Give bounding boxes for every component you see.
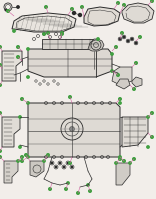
Polygon shape	[116, 163, 130, 185]
Circle shape	[119, 158, 121, 160]
Circle shape	[117, 2, 119, 4]
Polygon shape	[42, 39, 98, 49]
Circle shape	[77, 192, 79, 194]
Circle shape	[0, 64, 1, 66]
Circle shape	[123, 36, 125, 38]
Circle shape	[71, 8, 73, 10]
Polygon shape	[112, 67, 132, 85]
Circle shape	[119, 156, 121, 158]
Circle shape	[27, 102, 29, 104]
Circle shape	[115, 46, 117, 48]
Circle shape	[61, 33, 63, 35]
Circle shape	[0, 156, 1, 158]
Circle shape	[65, 188, 67, 190]
Circle shape	[5, 9, 7, 11]
Circle shape	[121, 32, 123, 34]
Circle shape	[61, 32, 63, 34]
Circle shape	[97, 38, 99, 40]
Polygon shape	[28, 103, 120, 157]
Circle shape	[47, 32, 49, 34]
Circle shape	[51, 162, 53, 164]
Polygon shape	[28, 49, 112, 77]
Circle shape	[147, 116, 149, 118]
Circle shape	[127, 40, 129, 42]
Circle shape	[49, 188, 51, 190]
Polygon shape	[84, 7, 120, 26]
Circle shape	[7, 10, 9, 12]
Circle shape	[27, 48, 29, 50]
Circle shape	[19, 116, 21, 118]
Circle shape	[81, 6, 83, 8]
Circle shape	[129, 162, 131, 164]
Circle shape	[21, 156, 23, 158]
Circle shape	[43, 160, 45, 162]
Polygon shape	[12, 13, 76, 32]
Circle shape	[45, 6, 47, 8]
Polygon shape	[2, 51, 22, 81]
Circle shape	[69, 162, 71, 164]
Circle shape	[21, 98, 23, 100]
Circle shape	[67, 162, 69, 164]
Circle shape	[133, 88, 135, 90]
Polygon shape	[4, 161, 18, 183]
Circle shape	[119, 102, 121, 104]
Polygon shape	[88, 39, 104, 51]
Circle shape	[111, 70, 113, 72]
Circle shape	[17, 6, 19, 8]
Circle shape	[21, 160, 23, 162]
Circle shape	[119, 38, 121, 40]
Circle shape	[123, 4, 125, 6]
Polygon shape	[30, 161, 44, 177]
Polygon shape	[116, 79, 130, 89]
Circle shape	[89, 190, 91, 192]
Polygon shape	[122, 3, 154, 23]
Circle shape	[133, 158, 135, 160]
Circle shape	[19, 146, 21, 148]
Circle shape	[70, 127, 75, 132]
Circle shape	[43, 33, 45, 35]
Circle shape	[0, 112, 1, 114]
Circle shape	[67, 182, 69, 184]
Circle shape	[115, 162, 117, 164]
Polygon shape	[132, 77, 142, 87]
Circle shape	[71, 166, 73, 168]
Circle shape	[147, 146, 149, 148]
Circle shape	[59, 162, 61, 164]
Circle shape	[87, 184, 89, 186]
Circle shape	[119, 98, 121, 100]
Circle shape	[0, 46, 1, 48]
Circle shape	[131, 38, 133, 40]
Circle shape	[69, 96, 71, 98]
Circle shape	[55, 166, 57, 168]
Circle shape	[111, 53, 113, 55]
Circle shape	[17, 160, 19, 162]
Circle shape	[117, 74, 119, 76]
Circle shape	[13, 30, 15, 32]
Circle shape	[151, 136, 153, 138]
Circle shape	[17, 46, 19, 48]
Circle shape	[27, 76, 29, 78]
Circle shape	[27, 156, 29, 158]
Circle shape	[139, 36, 141, 38]
Circle shape	[25, 154, 27, 156]
Circle shape	[17, 56, 19, 58]
Circle shape	[135, 62, 137, 64]
Circle shape	[135, 42, 137, 44]
Circle shape	[0, 150, 1, 152]
Polygon shape	[122, 117, 148, 147]
Circle shape	[151, 112, 153, 114]
Circle shape	[47, 154, 49, 156]
Circle shape	[0, 84, 1, 86]
Circle shape	[151, 0, 153, 2]
Polygon shape	[2, 117, 20, 147]
Circle shape	[63, 166, 65, 168]
Circle shape	[78, 14, 81, 17]
Circle shape	[123, 160, 125, 162]
Circle shape	[73, 12, 76, 15]
